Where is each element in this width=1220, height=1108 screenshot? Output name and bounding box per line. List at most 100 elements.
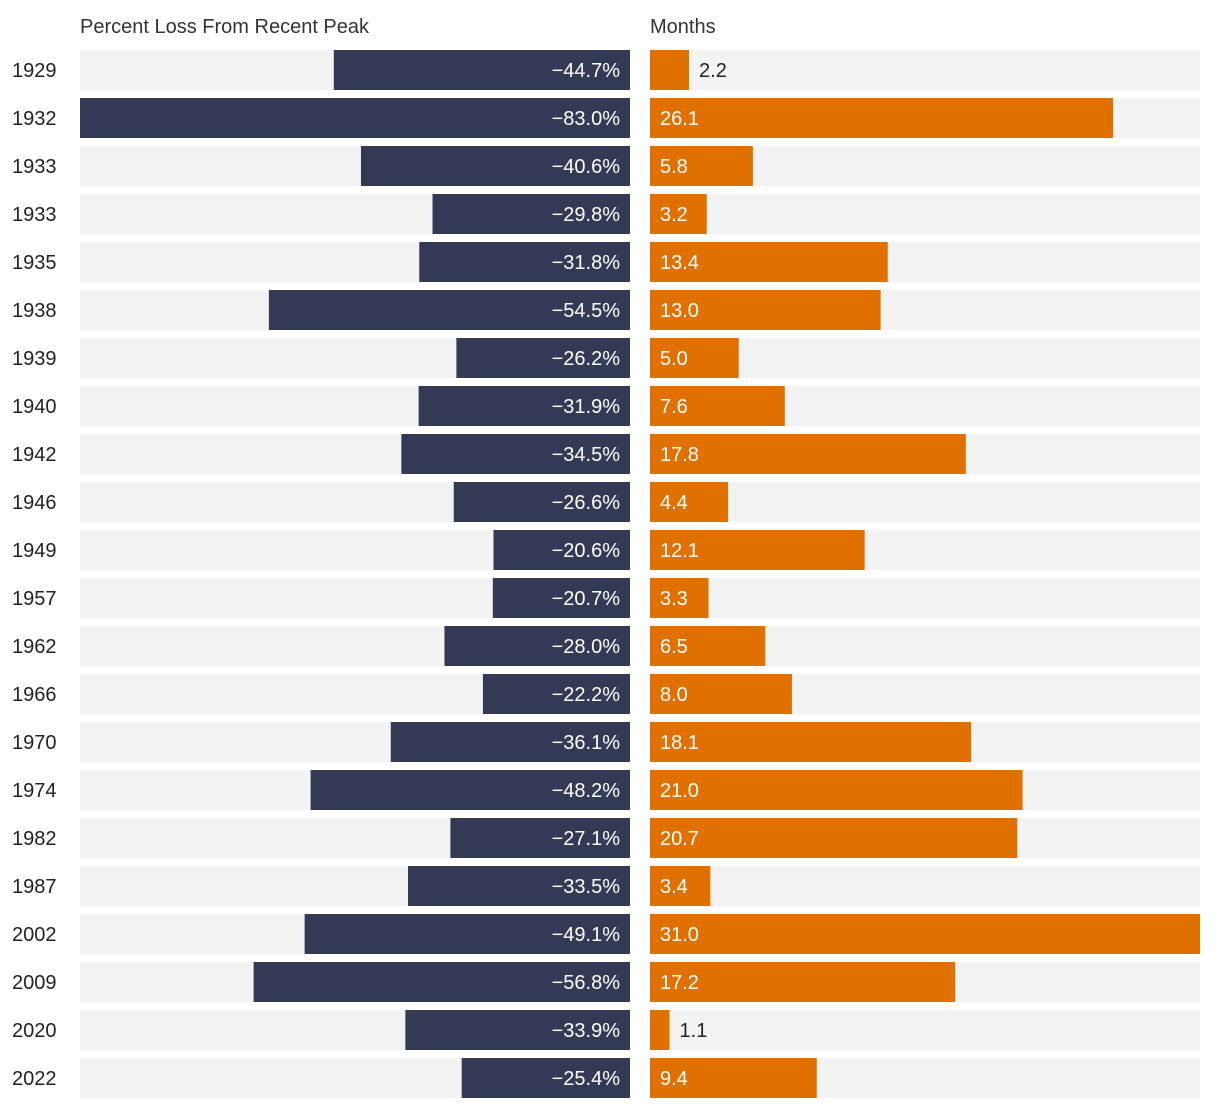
months-value-label: 8.0	[660, 684, 688, 706]
months-value-label: 7.6	[660, 396, 688, 418]
loss-value-label: −40.6%	[552, 156, 621, 178]
months-value-label: 3.4	[660, 876, 688, 898]
months-value-label: 9.4	[660, 1068, 688, 1090]
months-value-label: 31.0	[660, 924, 699, 946]
months-bar	[650, 914, 1200, 954]
chart-row: 2002 −49.1% 31.0	[12, 914, 1200, 954]
loss-bar	[310, 770, 630, 810]
chart-row: 1935 −31.8% 13.4	[12, 242, 1200, 282]
months-track	[650, 1010, 1200, 1050]
chart-row: 2022 −25.4% 9.4	[12, 1058, 1200, 1098]
chart-row: 1987 −33.5% 3.4	[12, 866, 1200, 906]
loss-value-label: −31.8%	[552, 252, 621, 274]
months-value-label: 3.3	[660, 588, 688, 610]
loss-bar	[453, 482, 630, 522]
months-value-label: 18.1	[660, 732, 699, 754]
months-value-label: 5.0	[660, 348, 688, 370]
months-bar	[650, 242, 888, 282]
months-bar	[650, 290, 881, 330]
chart-row: 1940 −31.9% 7.6	[12, 386, 1200, 426]
loss-value-label: −34.5%	[552, 444, 621, 466]
loss-bar	[493, 530, 630, 570]
months-bar	[650, 530, 865, 570]
chart-row: 1938 −54.5% 13.0	[12, 290, 1200, 330]
months-track	[650, 578, 1200, 618]
year-label: 1946	[12, 492, 57, 514]
year-label: 1932	[12, 108, 57, 130]
year-label: 1974	[12, 780, 57, 802]
loss-bar	[450, 818, 630, 858]
chart-row: 1942 −34.5% 17.8	[12, 434, 1200, 474]
months-bar	[650, 962, 956, 1002]
year-label: 1982	[12, 828, 57, 850]
year-label: 1949	[12, 540, 57, 562]
loss-value-label: −48.2%	[552, 780, 621, 802]
chart-row: 1939 −26.2% 5.0	[12, 338, 1200, 378]
loss-value-label: −36.1%	[552, 732, 621, 754]
loss-bar	[333, 50, 630, 90]
loss-value-label: −31.9%	[552, 396, 621, 418]
chart-row: 1962 −28.0% 6.5	[12, 626, 1200, 666]
loss-value-label: −20.7%	[552, 588, 621, 610]
year-label: 1929	[12, 60, 57, 82]
loss-value-label: −54.5%	[552, 300, 621, 322]
year-label: 2009	[12, 972, 57, 994]
loss-value-label: −83.0%	[552, 108, 621, 130]
loss-value-label: −22.2%	[552, 684, 621, 706]
loss-bar	[304, 914, 630, 954]
months-bar	[650, 434, 966, 474]
months-bar	[650, 722, 972, 762]
months-bar	[650, 674, 792, 714]
months-value-label: 26.1	[660, 108, 699, 130]
year-label: 2022	[12, 1068, 57, 1090]
year-label: 1962	[12, 636, 57, 658]
loss-bar	[456, 338, 630, 378]
loss-bar	[405, 1010, 630, 1050]
months-value-label: 21.0	[660, 780, 699, 802]
year-label: 1957	[12, 588, 57, 610]
months-bar	[650, 146, 753, 186]
chart-row: 2020 −33.9% 1.1	[12, 1010, 1200, 1050]
chart-row: 2009 −56.8% 17.2	[12, 962, 1200, 1002]
year-label: 1970	[12, 732, 57, 754]
months-bar	[650, 98, 1114, 138]
year-label: 1942	[12, 444, 57, 466]
months-panel-title: Months	[650, 16, 716, 38]
loss-bar	[390, 722, 630, 762]
months-value-label: 1.1	[680, 1020, 708, 1042]
months-bar	[650, 1058, 817, 1098]
months-bar	[650, 818, 1018, 858]
months-track	[650, 866, 1200, 906]
loss-bar	[419, 242, 630, 282]
months-value-label: 12.1	[660, 540, 699, 562]
months-value-label: 17.8	[660, 444, 699, 466]
loss-value-label: −20.6%	[552, 540, 621, 562]
loss-value-label: −25.4%	[552, 1068, 621, 1090]
months-value-label: 13.0	[660, 300, 699, 322]
months-bar	[650, 866, 711, 906]
year-label: 1935	[12, 252, 57, 274]
year-label: 1966	[12, 684, 57, 706]
months-value-label: 20.7	[660, 828, 699, 850]
months-track	[650, 50, 1200, 90]
loss-value-label: −27.1%	[552, 828, 621, 850]
months-track	[650, 338, 1200, 378]
loss-bar	[432, 194, 630, 234]
chart-row: 1946 −26.6% 4.4	[12, 482, 1200, 522]
chart-row: 1929 −44.7% 2.2	[12, 50, 1200, 90]
months-bar	[650, 482, 729, 522]
months-value-label: 6.5	[660, 636, 688, 658]
chart-row: 1982 −27.1% 20.7	[12, 818, 1200, 858]
months-bar	[650, 50, 690, 90]
loss-value-label: −49.1%	[552, 924, 621, 946]
year-label: 1940	[12, 396, 57, 418]
loss-value-label: −33.5%	[552, 876, 621, 898]
year-label: 2020	[12, 1020, 57, 1042]
months-value-label: 13.4	[660, 252, 699, 274]
months-value-label: 17.2	[660, 972, 699, 994]
months-value-label: 5.8	[660, 156, 688, 178]
chart-row: 1957 −20.7% 3.3	[12, 578, 1200, 618]
year-label: 1939	[12, 348, 57, 370]
chart-row: 1933 −29.8% 3.2	[12, 194, 1200, 234]
